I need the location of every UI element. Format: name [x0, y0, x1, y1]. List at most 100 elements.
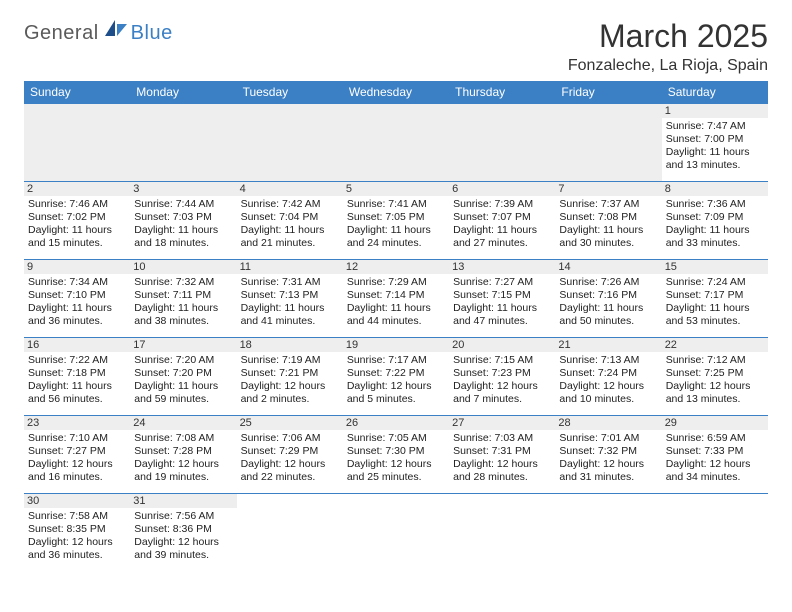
- day-number: 22: [662, 338, 768, 352]
- sunset-text: Sunset: 7:08 PM: [559, 211, 657, 224]
- sunset-text: Sunset: 7:15 PM: [453, 289, 551, 302]
- sunrise-text: Sunrise: 7:46 AM: [28, 198, 126, 211]
- daylight-text-2: and 31 minutes.: [559, 471, 657, 484]
- calendar-cell-empty: [449, 104, 555, 182]
- day-number: 16: [24, 338, 130, 352]
- calendar-cell: 7Sunrise: 7:37 AMSunset: 7:08 PMDaylight…: [555, 182, 661, 260]
- daylight-text-2: and 2 minutes.: [241, 393, 339, 406]
- day-number: 7: [555, 182, 661, 196]
- calendar-cell-empty: [343, 104, 449, 182]
- day-number: 19: [343, 338, 449, 352]
- calendar-cell-empty: [130, 104, 236, 182]
- calendar-cell-empty: [449, 494, 555, 572]
- calendar-cell: 20Sunrise: 7:15 AMSunset: 7:23 PMDayligh…: [449, 338, 555, 416]
- day-number: 12: [343, 260, 449, 274]
- calendar-cell: 27Sunrise: 7:03 AMSunset: 7:31 PMDayligh…: [449, 416, 555, 494]
- day-content: Sunrise: 7:03 AMSunset: 7:31 PMDaylight:…: [453, 432, 551, 485]
- daylight-text-1: Daylight: 12 hours: [666, 458, 764, 471]
- calendar-cell: 25Sunrise: 7:06 AMSunset: 7:29 PMDayligh…: [237, 416, 343, 494]
- calendar-cell-empty: [662, 494, 768, 572]
- day-number: 3: [130, 182, 236, 196]
- calendar-cell-empty: [237, 494, 343, 572]
- day-content: Sunrise: 7:10 AMSunset: 7:27 PMDaylight:…: [28, 432, 126, 485]
- sunset-text: Sunset: 7:13 PM: [241, 289, 339, 302]
- sunset-text: Sunset: 7:27 PM: [28, 445, 126, 458]
- sunset-text: Sunset: 7:29 PM: [241, 445, 339, 458]
- sunset-text: Sunset: 7:00 PM: [666, 133, 764, 146]
- sunrise-text: Sunrise: 7:22 AM: [28, 354, 126, 367]
- weekday-header: Monday: [130, 81, 236, 104]
- day-content: Sunrise: 7:44 AMSunset: 7:03 PMDaylight:…: [134, 198, 232, 251]
- daylight-text-1: Daylight: 11 hours: [347, 224, 445, 237]
- sunrise-text: Sunrise: 7:58 AM: [28, 510, 126, 523]
- sunset-text: Sunset: 7:28 PM: [134, 445, 232, 458]
- calendar-cell: 1Sunrise: 7:47 AMSunset: 7:00 PMDaylight…: [662, 104, 768, 182]
- daylight-text-1: Daylight: 12 hours: [347, 380, 445, 393]
- weekday-header: Tuesday: [237, 81, 343, 104]
- location-text: Fonzaleche, La Rioja, Spain: [568, 57, 768, 75]
- day-number: 6: [449, 182, 555, 196]
- sunrise-text: Sunrise: 7:47 AM: [666, 120, 764, 133]
- daylight-text-1: Daylight: 11 hours: [134, 380, 232, 393]
- daylight-text-1: Daylight: 12 hours: [559, 458, 657, 471]
- sunrise-text: Sunrise: 7:01 AM: [559, 432, 657, 445]
- daylight-text-1: Daylight: 11 hours: [559, 302, 657, 315]
- day-number: 4: [237, 182, 343, 196]
- sunrise-text: Sunrise: 7:10 AM: [28, 432, 126, 445]
- calendar-cell: 28Sunrise: 7:01 AMSunset: 7:32 PMDayligh…: [555, 416, 661, 494]
- day-content: Sunrise: 7:19 AMSunset: 7:21 PMDaylight:…: [241, 354, 339, 407]
- calendar-cell: 9Sunrise: 7:34 AMSunset: 7:10 PMDaylight…: [24, 260, 130, 338]
- sunset-text: Sunset: 7:11 PM: [134, 289, 232, 302]
- calendar-cell: 16Sunrise: 7:22 AMSunset: 7:18 PMDayligh…: [24, 338, 130, 416]
- day-content: Sunrise: 7:39 AMSunset: 7:07 PMDaylight:…: [453, 198, 551, 251]
- daylight-text-2: and 5 minutes.: [347, 393, 445, 406]
- day-number: 21: [555, 338, 661, 352]
- sunset-text: Sunset: 8:36 PM: [134, 523, 232, 536]
- calendar-cell: 13Sunrise: 7:27 AMSunset: 7:15 PMDayligh…: [449, 260, 555, 338]
- calendar-cell: 2Sunrise: 7:46 AMSunset: 7:02 PMDaylight…: [24, 182, 130, 260]
- weekday-header: Wednesday: [343, 81, 449, 104]
- daylight-text-2: and 25 minutes.: [347, 471, 445, 484]
- day-content: Sunrise: 7:41 AMSunset: 7:05 PMDaylight:…: [347, 198, 445, 251]
- calendar-cell: 31Sunrise: 7:56 AMSunset: 8:36 PMDayligh…: [130, 494, 236, 572]
- calendar-cell: 8Sunrise: 7:36 AMSunset: 7:09 PMDaylight…: [662, 182, 768, 260]
- day-content: Sunrise: 6:59 AMSunset: 7:33 PMDaylight:…: [666, 432, 764, 485]
- day-number: 24: [130, 416, 236, 430]
- daylight-text-2: and 47 minutes.: [453, 315, 551, 328]
- sunset-text: Sunset: 7:32 PM: [559, 445, 657, 458]
- day-number: 15: [662, 260, 768, 274]
- daylight-text-1: Daylight: 12 hours: [241, 458, 339, 471]
- sunrise-text: Sunrise: 7:44 AM: [134, 198, 232, 211]
- day-content: Sunrise: 7:01 AMSunset: 7:32 PMDaylight:…: [559, 432, 657, 485]
- daylight-text-2: and 19 minutes.: [134, 471, 232, 484]
- logo-text-blue: Blue: [131, 22, 173, 45]
- calendar-cell: 11Sunrise: 7:31 AMSunset: 7:13 PMDayligh…: [237, 260, 343, 338]
- daylight-text-2: and 13 minutes.: [666, 393, 764, 406]
- sunrise-text: Sunrise: 6:59 AM: [666, 432, 764, 445]
- sunset-text: Sunset: 7:24 PM: [559, 367, 657, 380]
- daylight-text-1: Daylight: 11 hours: [241, 224, 339, 237]
- day-content: Sunrise: 7:42 AMSunset: 7:04 PMDaylight:…: [241, 198, 339, 251]
- daylight-text-1: Daylight: 12 hours: [453, 380, 551, 393]
- day-content: Sunrise: 7:20 AMSunset: 7:20 PMDaylight:…: [134, 354, 232, 407]
- sunrise-text: Sunrise: 7:36 AM: [666, 198, 764, 211]
- daylight-text-2: and 30 minutes.: [559, 237, 657, 250]
- calendar-cell: 19Sunrise: 7:17 AMSunset: 7:22 PMDayligh…: [343, 338, 449, 416]
- calendar-cell-empty: [555, 104, 661, 182]
- daylight-text-1: Daylight: 12 hours: [453, 458, 551, 471]
- calendar-cell: 4 Sunrise: 7:42 AMSunset: 7:04 PMDaylight…: [237, 182, 343, 260]
- daylight-text-2: and 44 minutes.: [347, 315, 445, 328]
- day-number: 18: [237, 338, 343, 352]
- sunrise-text: Sunrise: 7:34 AM: [28, 276, 126, 289]
- sunrise-text: Sunrise: 7:24 AM: [666, 276, 764, 289]
- daylight-text-1: Daylight: 11 hours: [347, 302, 445, 315]
- sunset-text: Sunset: 7:33 PM: [666, 445, 764, 458]
- sunrise-text: Sunrise: 7:37 AM: [559, 198, 657, 211]
- sunrise-text: Sunrise: 7:06 AM: [241, 432, 339, 445]
- daylight-text-1: Daylight: 12 hours: [559, 380, 657, 393]
- calendar-row: 2Sunrise: 7:46 AMSunset: 7:02 PMDaylight…: [24, 182, 768, 260]
- calendar-cell: 3 Sunrise: 7:44 AMSunset: 7:03 PMDaylight…: [130, 182, 236, 260]
- sunrise-text: Sunrise: 7:31 AM: [241, 276, 339, 289]
- sunrise-text: Sunrise: 7:13 AM: [559, 354, 657, 367]
- daylight-text-2: and 33 minutes.: [666, 237, 764, 250]
